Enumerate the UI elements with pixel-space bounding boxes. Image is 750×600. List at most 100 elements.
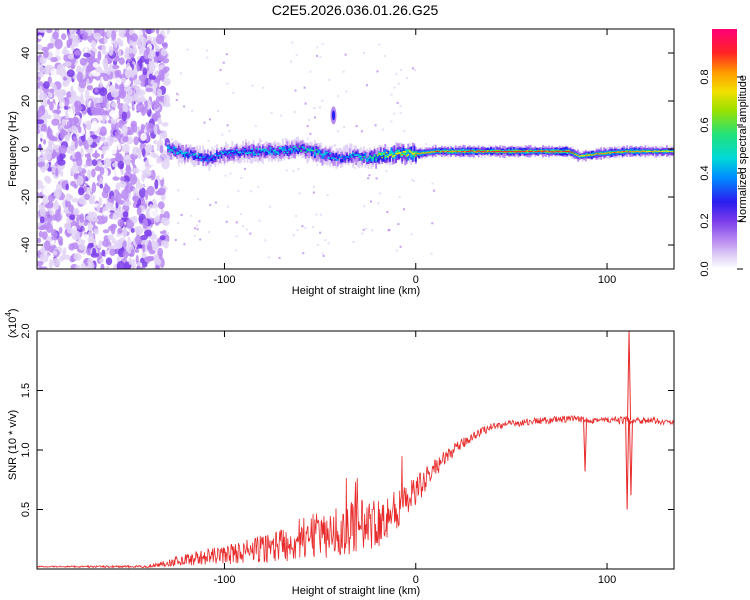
noise-blob	[55, 167, 59, 177]
snr-spike	[625, 420, 630, 510]
track-cell	[442, 151, 445, 153]
track-cell	[369, 155, 371, 158]
track-cell	[635, 151, 638, 152]
speck	[321, 252, 324, 255]
track-cell	[580, 155, 583, 158]
speck	[345, 90, 348, 93]
track-cell	[393, 145, 396, 158]
track-cell	[199, 156, 201, 159]
speck	[202, 139, 205, 142]
speck	[217, 110, 219, 112]
track-cell	[534, 151, 537, 153]
track-cell	[402, 151, 405, 156]
noise-blob	[59, 101, 64, 108]
noise-blob	[149, 204, 154, 209]
noise-blob	[37, 191, 40, 197]
track-cell	[200, 154, 203, 162]
track-cell	[332, 152, 335, 166]
track-cell	[462, 151, 465, 153]
track-cell	[263, 150, 266, 158]
noise-blob	[42, 50, 49, 59]
track-cell	[310, 147, 313, 152]
track-cell	[555, 150, 558, 152]
track-cell	[291, 148, 293, 151]
snr-y-scale-label: (x104)	[4, 308, 19, 338]
noise-blob	[154, 234, 158, 240]
noise-blob	[141, 36, 147, 48]
noise-blob	[70, 85, 74, 96]
noise-blob	[100, 153, 104, 159]
noise-blob	[120, 176, 125, 182]
track-cell	[193, 154, 195, 156]
track-cell	[641, 150, 644, 152]
speck	[237, 190, 240, 193]
track-cell	[404, 151, 407, 156]
speck	[334, 54, 337, 57]
noise-blob	[140, 78, 146, 87]
speck	[287, 102, 290, 105]
track-cell	[422, 152, 425, 154]
snr-axes: -100 0 100 0.5 1.0 1.5 2.0	[20, 323, 674, 586]
track-cell	[473, 149, 475, 153]
speck	[385, 170, 388, 173]
noise-blob	[160, 114, 166, 123]
track-cell	[350, 154, 353, 163]
track-cell	[372, 156, 374, 159]
noise-blob	[43, 139, 46, 145]
track-cell	[315, 149, 318, 153]
speck	[397, 82, 400, 85]
track-cell	[214, 156, 217, 160]
noise-blob	[83, 52, 91, 58]
track-cell	[234, 153, 237, 155]
noise-blob	[37, 110, 44, 117]
speck	[311, 124, 314, 127]
track-cell	[252, 144, 255, 153]
noise-blob	[131, 215, 138, 224]
noise-blob	[37, 161, 45, 168]
speck	[379, 192, 382, 195]
speck	[378, 43, 381, 46]
speck	[250, 190, 253, 193]
track-cell	[379, 153, 382, 160]
track-cell	[286, 151, 289, 154]
track-cell	[398, 149, 400, 153]
speck	[228, 130, 231, 132]
speck	[354, 166, 357, 169]
noise-blob	[122, 211, 129, 218]
speck	[399, 159, 402, 161]
track-cell	[327, 153, 330, 157]
speck	[410, 233, 413, 236]
noise-blob	[136, 206, 142, 216]
track-cell	[194, 153, 197, 155]
noise-blob	[79, 213, 85, 224]
track-cell	[338, 156, 341, 158]
speck	[337, 95, 340, 98]
noise-blob	[148, 61, 156, 72]
track-cell	[216, 151, 218, 156]
track-cell	[658, 150, 661, 152]
noise-blob	[87, 261, 95, 269]
track-cell	[336, 155, 339, 160]
colorbar: 0.0 0.2 0.4 0.6 0.8 Normalized spectral ampl…	[699, 29, 749, 277]
noise-blob	[140, 239, 150, 246]
noise-blob	[80, 141, 86, 146]
noise-blob	[37, 237, 42, 244]
noise-blob	[125, 79, 131, 85]
x-tick-label: -100	[213, 574, 235, 586]
track-cell	[659, 151, 662, 153]
noise-blob	[101, 44, 106, 55]
noise-blob	[67, 227, 73, 234]
speck	[403, 129, 406, 132]
noise-blob	[74, 105, 81, 116]
track-cell	[182, 152, 185, 157]
track-cell	[272, 149, 275, 152]
noise-blob	[122, 250, 129, 260]
noise-blob	[68, 204, 74, 213]
speck	[400, 68, 403, 71]
signal-track	[167, 136, 674, 171]
speck	[321, 99, 324, 102]
speck	[313, 186, 315, 188]
track-cell	[240, 150, 243, 154]
noise-blob	[77, 187, 85, 196]
track-cell	[497, 151, 500, 153]
